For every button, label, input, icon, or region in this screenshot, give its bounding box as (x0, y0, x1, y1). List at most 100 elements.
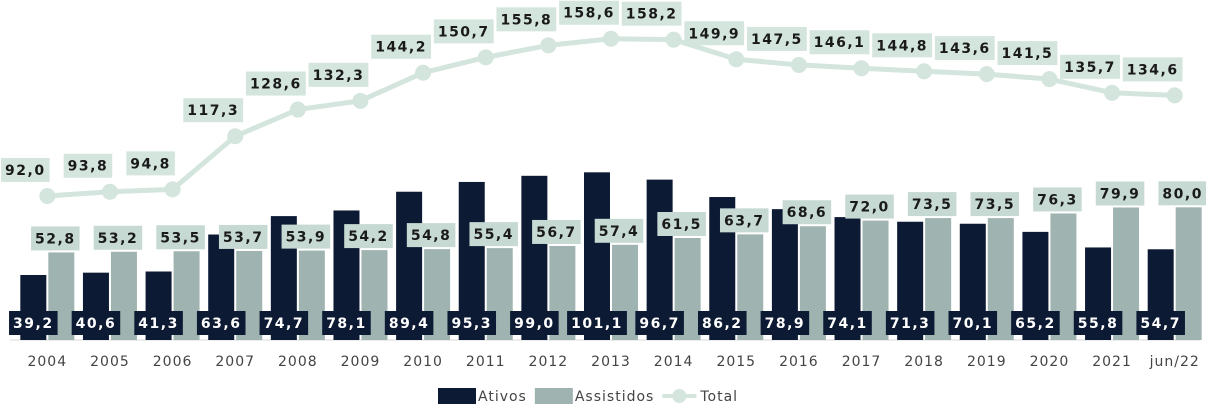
bar-label: 55,4 (473, 227, 514, 243)
line-point (540, 37, 557, 54)
bar-label-bg (344, 224, 393, 249)
x-tick-label: 2017 (842, 354, 882, 370)
bar-label: 71,3 (890, 316, 931, 332)
x-tick-label: jun/22 (1149, 354, 1200, 370)
bar-label-bg (719, 208, 769, 233)
bar-label: 86,2 (702, 316, 743, 332)
bar-label: 56,7 (536, 225, 577, 241)
bar-label: 63,6 (201, 316, 242, 332)
bar-label-bg (259, 311, 309, 335)
bar-label: 54,2 (348, 229, 389, 245)
line-label-bg (1122, 57, 1183, 82)
bar-label: 52,8 (35, 231, 76, 247)
bar-label-bg (532, 219, 581, 244)
bar-label: 73,5 (975, 197, 1016, 213)
line-point (978, 66, 995, 83)
bar-label: 78,1 (326, 316, 367, 332)
line-label-bg (997, 41, 1058, 66)
bar-label-bg (1073, 311, 1123, 335)
line-point (227, 128, 244, 145)
bar-label: 70,1 (953, 316, 994, 332)
line-point (352, 92, 369, 109)
bar-label-bg (782, 200, 832, 225)
line-label-bg (433, 19, 494, 44)
line-label: 141,5 (1002, 46, 1054, 62)
x-tick-label: 2014 (654, 354, 694, 370)
bar-label: 95,3 (451, 316, 492, 332)
line-label-bg (621, 1, 682, 26)
bar-label: 96,7 (639, 316, 680, 332)
bar-label-bg (134, 311, 183, 335)
line-label-bg (746, 26, 807, 51)
x-tick-label: 2011 (466, 354, 506, 370)
line-point (1166, 87, 1183, 104)
line-label-bg (1060, 54, 1120, 79)
line-label-bg (308, 62, 369, 87)
line-point (853, 60, 870, 77)
bar-label-bg (970, 192, 1020, 217)
line-label: 134,6 (1127, 62, 1179, 78)
line-point (415, 64, 432, 81)
line-point (101, 183, 118, 200)
bar-label: 65,2 (1015, 316, 1056, 332)
line-label-bg (1, 157, 50, 182)
bar-label: 61,5 (661, 217, 702, 233)
line-label-bg (496, 7, 557, 32)
line-point (39, 187, 56, 204)
bar-label: 53,2 (98, 231, 139, 247)
bar-label-bg (218, 224, 268, 249)
line-label-bg (245, 71, 306, 96)
bar-label-bg (406, 223, 456, 248)
bar-label-bg (156, 225, 205, 250)
bar-label-bg (1033, 187, 1082, 212)
line-label: 144,2 (375, 40, 427, 56)
line-label: 158,2 (626, 7, 678, 23)
legend-label: Ativos (478, 389, 527, 405)
line-label: 94,8 (130, 156, 171, 172)
line-point (477, 49, 494, 66)
bar-label: 74,7 (264, 316, 305, 332)
bar-label: 78,9 (765, 316, 806, 332)
line-label: 128,6 (250, 77, 302, 93)
bar-label: 73,5 (912, 197, 953, 213)
line-point (1104, 84, 1121, 101)
bar-label: 80,0 (1162, 186, 1203, 202)
bar-label: 79,9 (1100, 186, 1141, 202)
bar-label-bg (823, 311, 872, 335)
bar-label: 68,6 (787, 205, 828, 221)
bar-label-bg (447, 311, 497, 335)
bar-label-bg (635, 311, 684, 335)
bar-label: 41,3 (138, 316, 179, 332)
line-label: 92,0 (5, 163, 46, 179)
bar-label-bg (71, 311, 121, 335)
x-tick-label: 2008 (278, 354, 318, 370)
bar-label-bg (697, 311, 747, 335)
bar-label-bg (845, 194, 894, 219)
x-tick-label: 2020 (1030, 354, 1070, 370)
bar-label-bg (31, 226, 80, 251)
x-tick-label: 2009 (341, 354, 381, 370)
bar-label: 57,4 (599, 224, 640, 240)
line-label-bg (63, 153, 113, 178)
line-label-bg (183, 98, 244, 123)
bar-label-bg (760, 311, 810, 335)
bar-label-bg (469, 222, 519, 247)
line-label: 147,5 (751, 32, 803, 48)
line-point (164, 181, 181, 198)
line-label-bg (371, 34, 432, 59)
line-label-bg (559, 0, 619, 25)
bar-label-bg (510, 311, 559, 335)
legend-swatch (672, 389, 687, 403)
line-label: 158,6 (563, 6, 615, 22)
line-point (665, 31, 682, 48)
x-tick-label: 2005 (90, 354, 130, 370)
bar-label: 101,1 (571, 316, 623, 332)
bar-label-bg (907, 192, 957, 217)
line-point (790, 56, 807, 73)
line-point (603, 30, 619, 47)
bar-label-bg (1095, 181, 1145, 206)
bar-label-bg (885, 311, 935, 335)
line-label-bg (934, 36, 995, 61)
bar-label-bg (657, 212, 706, 236)
x-tick-label: 2007 (215, 354, 255, 370)
